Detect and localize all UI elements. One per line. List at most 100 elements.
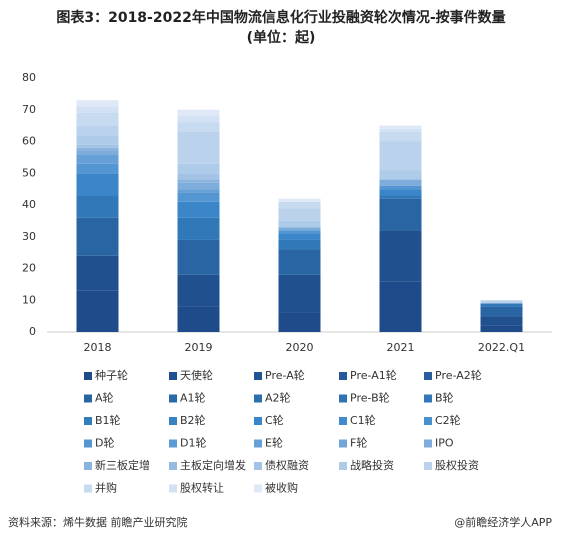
bar-segment xyxy=(76,154,119,164)
bar-segment xyxy=(278,312,321,332)
legend-label: 新三板定增 xyxy=(95,458,150,472)
bar-segment xyxy=(379,281,422,332)
legend-label: 种子轮 xyxy=(95,368,128,382)
chart-subtitle: (单位：起) xyxy=(247,29,316,46)
legend-swatch xyxy=(424,417,432,425)
bar-segment xyxy=(76,100,119,107)
legend-label: C1轮 xyxy=(350,413,376,427)
bar-segment xyxy=(177,163,220,174)
legend-label: IPO xyxy=(435,437,454,450)
bar-segment xyxy=(278,208,321,221)
bar-segment xyxy=(177,274,220,307)
bar-segment xyxy=(278,233,321,240)
bar-segment xyxy=(177,189,220,193)
bar-segment xyxy=(177,179,220,183)
y-tick-label: 50 xyxy=(22,166,36,179)
legend-label: A轮 xyxy=(95,391,114,405)
legend-swatch xyxy=(254,417,262,425)
legend-label: A2轮 xyxy=(265,391,291,405)
legend-swatch xyxy=(339,417,347,425)
legend-swatch xyxy=(84,417,92,425)
bar-segment xyxy=(379,189,422,196)
legend-swatch xyxy=(169,372,177,380)
y-tick-label: 0 xyxy=(29,325,36,338)
legend-swatch xyxy=(254,462,262,470)
legend-swatch xyxy=(424,372,432,380)
bar-segment xyxy=(76,255,119,291)
bar-segment xyxy=(76,290,119,332)
bar-segment xyxy=(278,198,321,202)
legend-label: D1轮 xyxy=(180,436,206,450)
legend-label: D轮 xyxy=(95,436,114,450)
legend-swatch xyxy=(424,394,432,403)
legend-label: 股权转让 xyxy=(180,481,224,495)
legend-swatch xyxy=(84,484,92,493)
bar-segment xyxy=(480,303,523,307)
bar-segment xyxy=(278,249,321,275)
bar-segment xyxy=(76,106,119,113)
y-tick-label: 30 xyxy=(22,230,36,243)
bar-segment xyxy=(278,201,321,209)
legend-swatch xyxy=(84,394,92,403)
bar-segment xyxy=(278,227,321,231)
bar-segment xyxy=(76,151,119,155)
bar-segment xyxy=(379,198,422,231)
y-tick-label: 70 xyxy=(22,103,36,116)
bar-segment xyxy=(76,125,119,136)
y-tick-label: 80 xyxy=(22,71,36,84)
bar-segment xyxy=(379,170,422,180)
legend-swatch xyxy=(339,462,347,470)
y-tick-label: 20 xyxy=(22,262,36,275)
legend-label: F轮 xyxy=(350,436,367,450)
bar-segment xyxy=(278,239,321,250)
legend-swatch xyxy=(339,394,347,403)
x-tick-label: 2018 xyxy=(84,341,112,354)
legend-swatch xyxy=(424,439,432,448)
legend-label: B2轮 xyxy=(180,413,206,427)
legend-swatch xyxy=(84,462,92,470)
legend-label: B轮 xyxy=(435,391,454,405)
bar-segment xyxy=(177,182,220,190)
legend-label: Pre-A1轮 xyxy=(350,368,397,382)
legend-label: Pre-B轮 xyxy=(350,391,390,405)
x-tick-label: 2022.Q1 xyxy=(478,341,525,354)
bar-segment xyxy=(177,306,220,332)
legend-label: 被收购 xyxy=(265,481,298,495)
bar-segment xyxy=(177,122,220,132)
bar-segment xyxy=(177,109,220,117)
bar-segment xyxy=(278,230,321,234)
bar-segment xyxy=(76,144,119,148)
legend-swatch xyxy=(84,439,92,448)
source: 资料来源：烯牛数据 前瞻产业研究院 xyxy=(8,515,188,529)
bar-segment xyxy=(379,185,422,190)
legend-swatch xyxy=(169,484,177,493)
legend-swatch xyxy=(254,439,262,448)
bar-segment xyxy=(177,217,220,240)
bar-segment xyxy=(76,195,119,218)
legend-swatch xyxy=(339,372,347,380)
legend-swatch xyxy=(169,439,177,448)
bar-segment xyxy=(379,141,422,171)
bar-segment xyxy=(278,274,321,313)
brand: @前瞻经济学人APP xyxy=(454,515,552,529)
legend-label: Pre-A轮 xyxy=(265,368,305,382)
bar-segment xyxy=(379,125,422,129)
legend-label: 并购 xyxy=(95,481,117,495)
bar-segment xyxy=(76,173,119,196)
legend-label: 主板定向增发 xyxy=(180,458,246,472)
bar-segment xyxy=(76,217,119,256)
bar-segment xyxy=(76,135,119,145)
legend-swatch xyxy=(254,484,262,493)
legend-label: 战略投资 xyxy=(350,458,394,472)
legend-label: 债权融资 xyxy=(265,458,309,472)
bar-segment xyxy=(76,112,119,126)
legend-label: A1轮 xyxy=(180,391,206,405)
bar-segment xyxy=(177,116,220,123)
bar-segment xyxy=(480,306,523,317)
bar-segment xyxy=(177,239,220,275)
bar-segment xyxy=(177,173,220,180)
bar-segment xyxy=(177,131,220,164)
legend-swatch xyxy=(169,394,177,403)
bar-segment xyxy=(76,147,119,152)
